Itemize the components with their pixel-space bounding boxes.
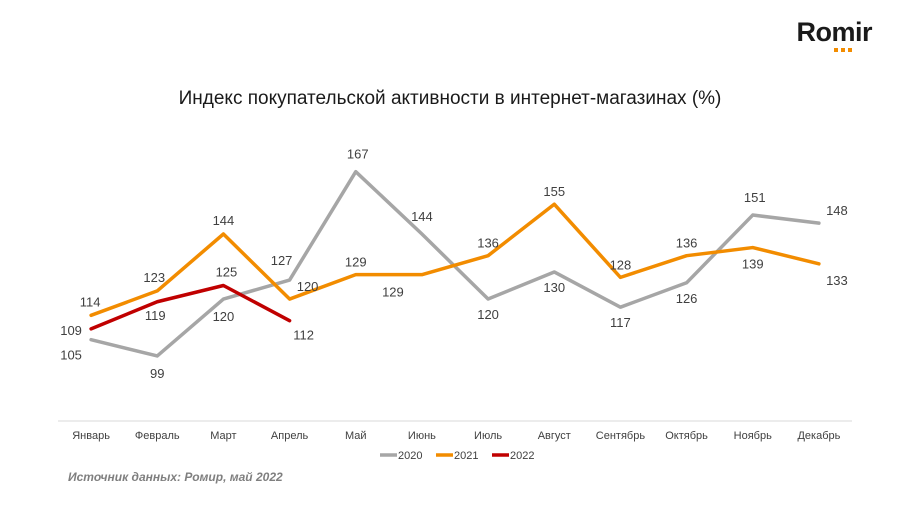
data-label-2020: 105 [60,348,82,363]
data-label-2021: 128 [610,257,632,272]
data-label-2022: 112 [293,328,314,343]
data-label-2022: 109 [60,323,82,338]
x-tick-label: Апрель [271,430,309,442]
data-label-2021: 114 [80,294,101,309]
data-label-2020: 120 [213,309,235,324]
series-layer [89,169,821,358]
x-tick-label: Декабрь [797,430,840,442]
legend-label-2022: 2022 [510,450,534,462]
chart-title: Индекс покупательской активности в интер… [178,88,722,109]
data-label-2020: 120 [477,307,499,322]
data-label-2020: 127 [271,253,293,268]
x-tick-label: Август [538,430,571,442]
series-line-2021 [89,202,821,318]
logo-dots [796,48,872,52]
x-tick-label: Июль [474,430,502,442]
data-label-2020: 167 [347,147,369,162]
x-tick-label: Февраль [135,430,180,442]
data-label-2021: 123 [143,270,165,285]
x-tick-label: Январь [72,430,110,442]
series-line-2022 [89,283,292,331]
logo-text: Romir [796,17,872,47]
data-label-2021: 155 [543,184,565,199]
data-label-2020: 117 [610,315,631,330]
data-label-2020: 99 [150,366,164,381]
x-tick-label: Ноябрь [734,430,772,442]
data-label-2020: 144 [411,209,433,224]
x-tick-label: Май [345,430,367,442]
legend: 2020 2021 2022 [380,450,534,462]
data-label-2021: 136 [676,236,698,251]
data-label-2020: 130 [543,280,565,295]
data-label-2021: 144 [213,213,235,228]
data-label-2021: 139 [742,257,764,272]
legend-label-2020: 2020 [398,450,422,462]
data-label-2021: 129 [382,285,404,300]
data-label-2022: 125 [216,265,238,280]
data-label-2021: 136 [477,236,499,251]
data-label-2022: 119 [145,308,166,323]
data-label-2021: 129 [345,255,367,270]
data-label-2021: 133 [826,273,848,288]
x-tick-labels: Январь Февраль Март Апрель Май Июнь Июль Август… [72,430,840,442]
data-labels-layer: 105 99 120 127 167 144 120 130 117 126 151 148 114 12… [60,147,848,381]
x-tick-label: Март [210,430,236,442]
source-note: Источник данных: Ромир, май 2022 [68,470,283,484]
data-label-2020: 151 [744,190,766,205]
x-tick-label: Сентябрь [596,430,646,442]
x-tick-label: Октябрь [665,430,708,442]
data-label-2020: 126 [676,291,698,306]
legend-label-2021: 2021 [454,450,478,462]
data-label-2021: 120 [297,279,319,294]
romir-logo: Romir [796,18,872,52]
data-label-2020: 148 [826,203,848,218]
x-tick-label: Июнь [408,430,436,442]
